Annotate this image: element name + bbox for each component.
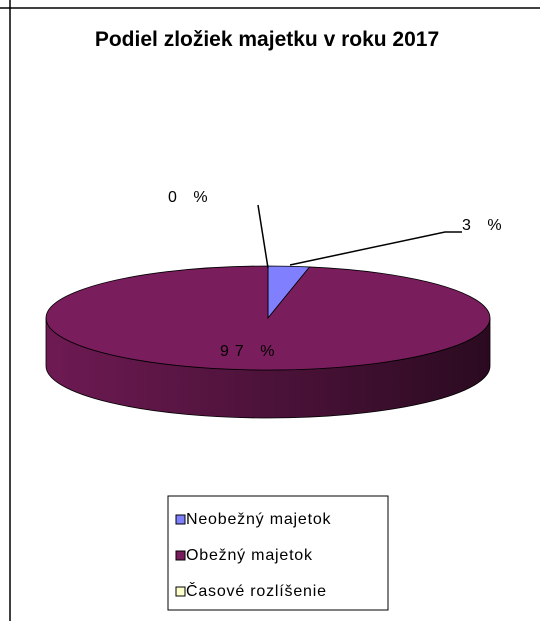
data-label: 3 %: [462, 217, 508, 234]
leader-line: [257, 204, 269, 269]
data-label: 0 %: [168, 189, 214, 206]
legend-label: Obežný majetok: [186, 547, 313, 564]
leader-line: [289, 231, 462, 266]
legend-swatch: [175, 514, 186, 525]
chart-title: Podiel zložiek majetku v roku 2017: [94, 28, 440, 51]
legend-label: Neobežný majetok: [186, 511, 332, 528]
legend-swatch: [175, 586, 186, 597]
legend-label: Časové rozlíšenie: [186, 581, 327, 600]
pie-side-shade: [46, 318, 490, 418]
data-label: 97 %: [220, 343, 280, 360]
legend-swatch: [175, 550, 186, 561]
legend-box: [167, 495, 389, 611]
